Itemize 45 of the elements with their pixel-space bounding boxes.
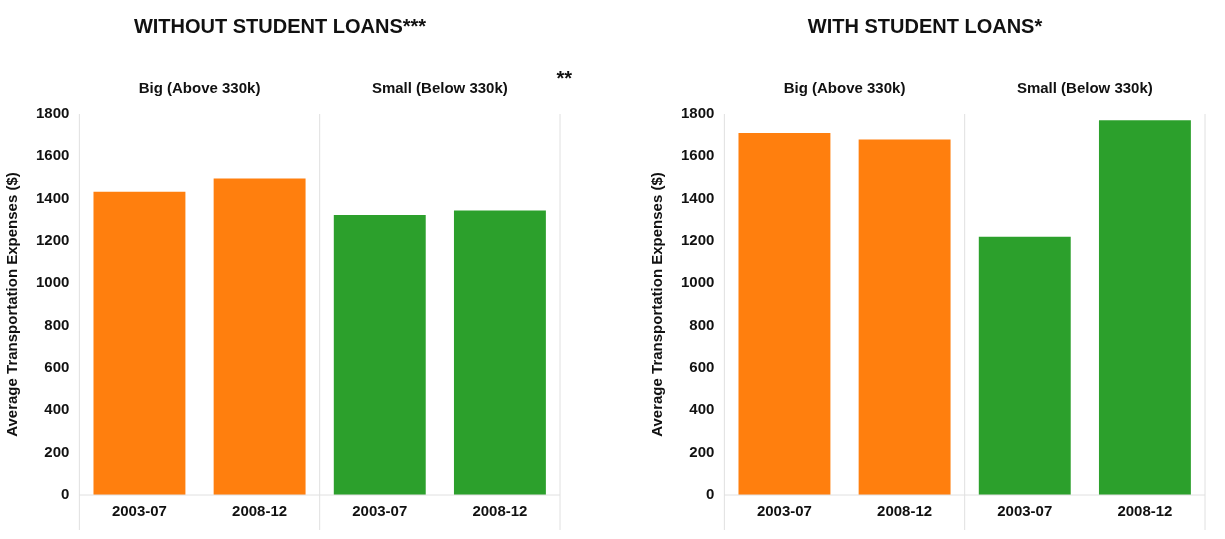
bar — [978, 236, 1071, 495]
bar — [738, 133, 831, 495]
text: Small (Below 330k) — [1016, 79, 1153, 97]
y-tick-label: 600 — [44, 358, 70, 376]
bar — [1098, 120, 1191, 495]
y-tick-label: 1600 — [680, 146, 715, 164]
x-tick-label: 2008-12 — [472, 502, 528, 520]
y-tick-label: 1400 — [680, 188, 715, 206]
y-tick-label: 0 — [61, 485, 70, 503]
text: Big (Above 330k) — [783, 79, 906, 97]
x-tick-label: 2003-07 — [997, 502, 1053, 520]
x-tick-label: 2008-12 — [232, 502, 288, 520]
bar — [93, 191, 186, 495]
y-tick-label: 1200 — [35, 231, 70, 249]
y-tick-label: 1800 — [35, 104, 70, 122]
y-tick-label: 1800 — [680, 104, 715, 122]
y-tick-label: 400 — [689, 400, 715, 418]
bar — [858, 139, 951, 495]
x-tick-label: 2008-12 — [877, 502, 933, 520]
y-tick-label: 1400 — [35, 188, 70, 206]
y-tick-label: 1200 — [680, 231, 715, 249]
chart-title: WITH STUDENT LOANS* — [807, 14, 1043, 37]
x-tick-label: 2003-07 — [756, 502, 812, 520]
y-tick-label: 1000 — [35, 273, 70, 291]
y-tick-label: 200 — [44, 442, 70, 460]
y-axis-title: Average Transportation Expenses ($) — [3, 172, 21, 437]
y-tick-label: 1000 — [680, 273, 715, 291]
bar — [453, 210, 546, 495]
y-tick-label: 800 — [689, 315, 715, 333]
y-axis-title: Average Transportation Expenses ($) — [648, 172, 666, 437]
x-tick-label: 2008-12 — [1117, 502, 1173, 520]
y-tick-label: 600 — [689, 358, 715, 376]
text: Big (Above 330k) — [138, 79, 261, 97]
text: Small (Below 330k) — [371, 79, 508, 97]
y-tick-label: 0 — [706, 485, 715, 503]
x-tick-label: 2003-07 — [352, 502, 408, 520]
bar — [213, 178, 306, 495]
y-tick-label: 1600 — [35, 146, 70, 164]
bar — [333, 214, 426, 495]
y-tick-label: 800 — [44, 315, 70, 333]
y-tick-label: 200 — [689, 442, 715, 460]
x-tick-label: 2003-07 — [111, 502, 167, 520]
text: ** — [556, 66, 573, 89]
chart-title: WITHOUT STUDENT LOANS*** — [133, 14, 427, 37]
y-tick-label: 400 — [44, 400, 70, 418]
